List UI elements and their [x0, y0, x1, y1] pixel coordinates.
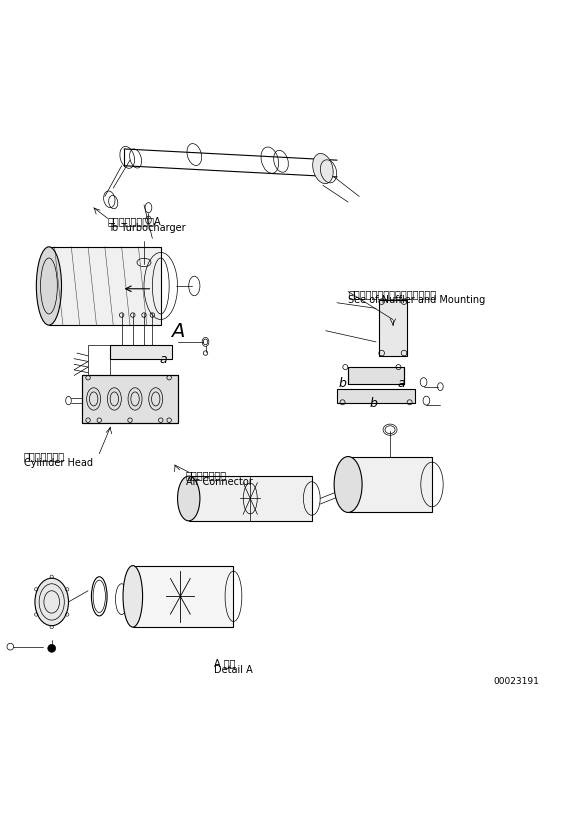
Bar	[348, 456, 432, 512]
Ellipse shape	[123, 565, 143, 627]
Text: Air Connector: Air Connector	[186, 477, 253, 488]
Bar	[83, 375, 178, 423]
Text: Detail A: Detail A	[214, 664, 253, 675]
Ellipse shape	[37, 247, 61, 325]
Bar	[49, 247, 161, 325]
Text: A 詳細: A 詳細	[214, 658, 235, 667]
Text: See of Nuffler and Mounting: See of Nuffler and Mounting	[348, 295, 486, 305]
Ellipse shape	[178, 476, 200, 521]
Text: To Turbocharger: To Turbocharger	[108, 222, 185, 233]
Text: b: b	[338, 377, 346, 390]
Text: シリンダヘッド: シリンダヘッド	[24, 451, 65, 461]
Text: a: a	[160, 353, 167, 366]
Text: Cylinder Head: Cylinder Head	[24, 457, 93, 468]
Text: マフラおよびマウンティング参照: マフラおよびマウンティング参照	[348, 289, 436, 299]
Bar	[337, 389, 415, 403]
Text: a: a	[397, 377, 405, 390]
Ellipse shape	[312, 154, 333, 183]
Bar	[379, 300, 407, 356]
Bar	[111, 344, 172, 358]
Ellipse shape	[334, 456, 362, 512]
Text: ターボチャージャA: ターボチャージャA	[108, 216, 161, 226]
Text: A: A	[171, 322, 184, 341]
Text: エアーコネクタ: エアーコネクタ	[186, 470, 227, 480]
Bar	[88, 344, 111, 375]
Bar	[189, 476, 312, 521]
Text: b: b	[369, 397, 377, 410]
Bar	[83, 375, 178, 423]
Ellipse shape	[48, 645, 56, 652]
Bar	[133, 565, 233, 627]
Text: 00023191: 00023191	[493, 677, 540, 686]
Bar	[348, 367, 404, 384]
Ellipse shape	[35, 578, 69, 626]
